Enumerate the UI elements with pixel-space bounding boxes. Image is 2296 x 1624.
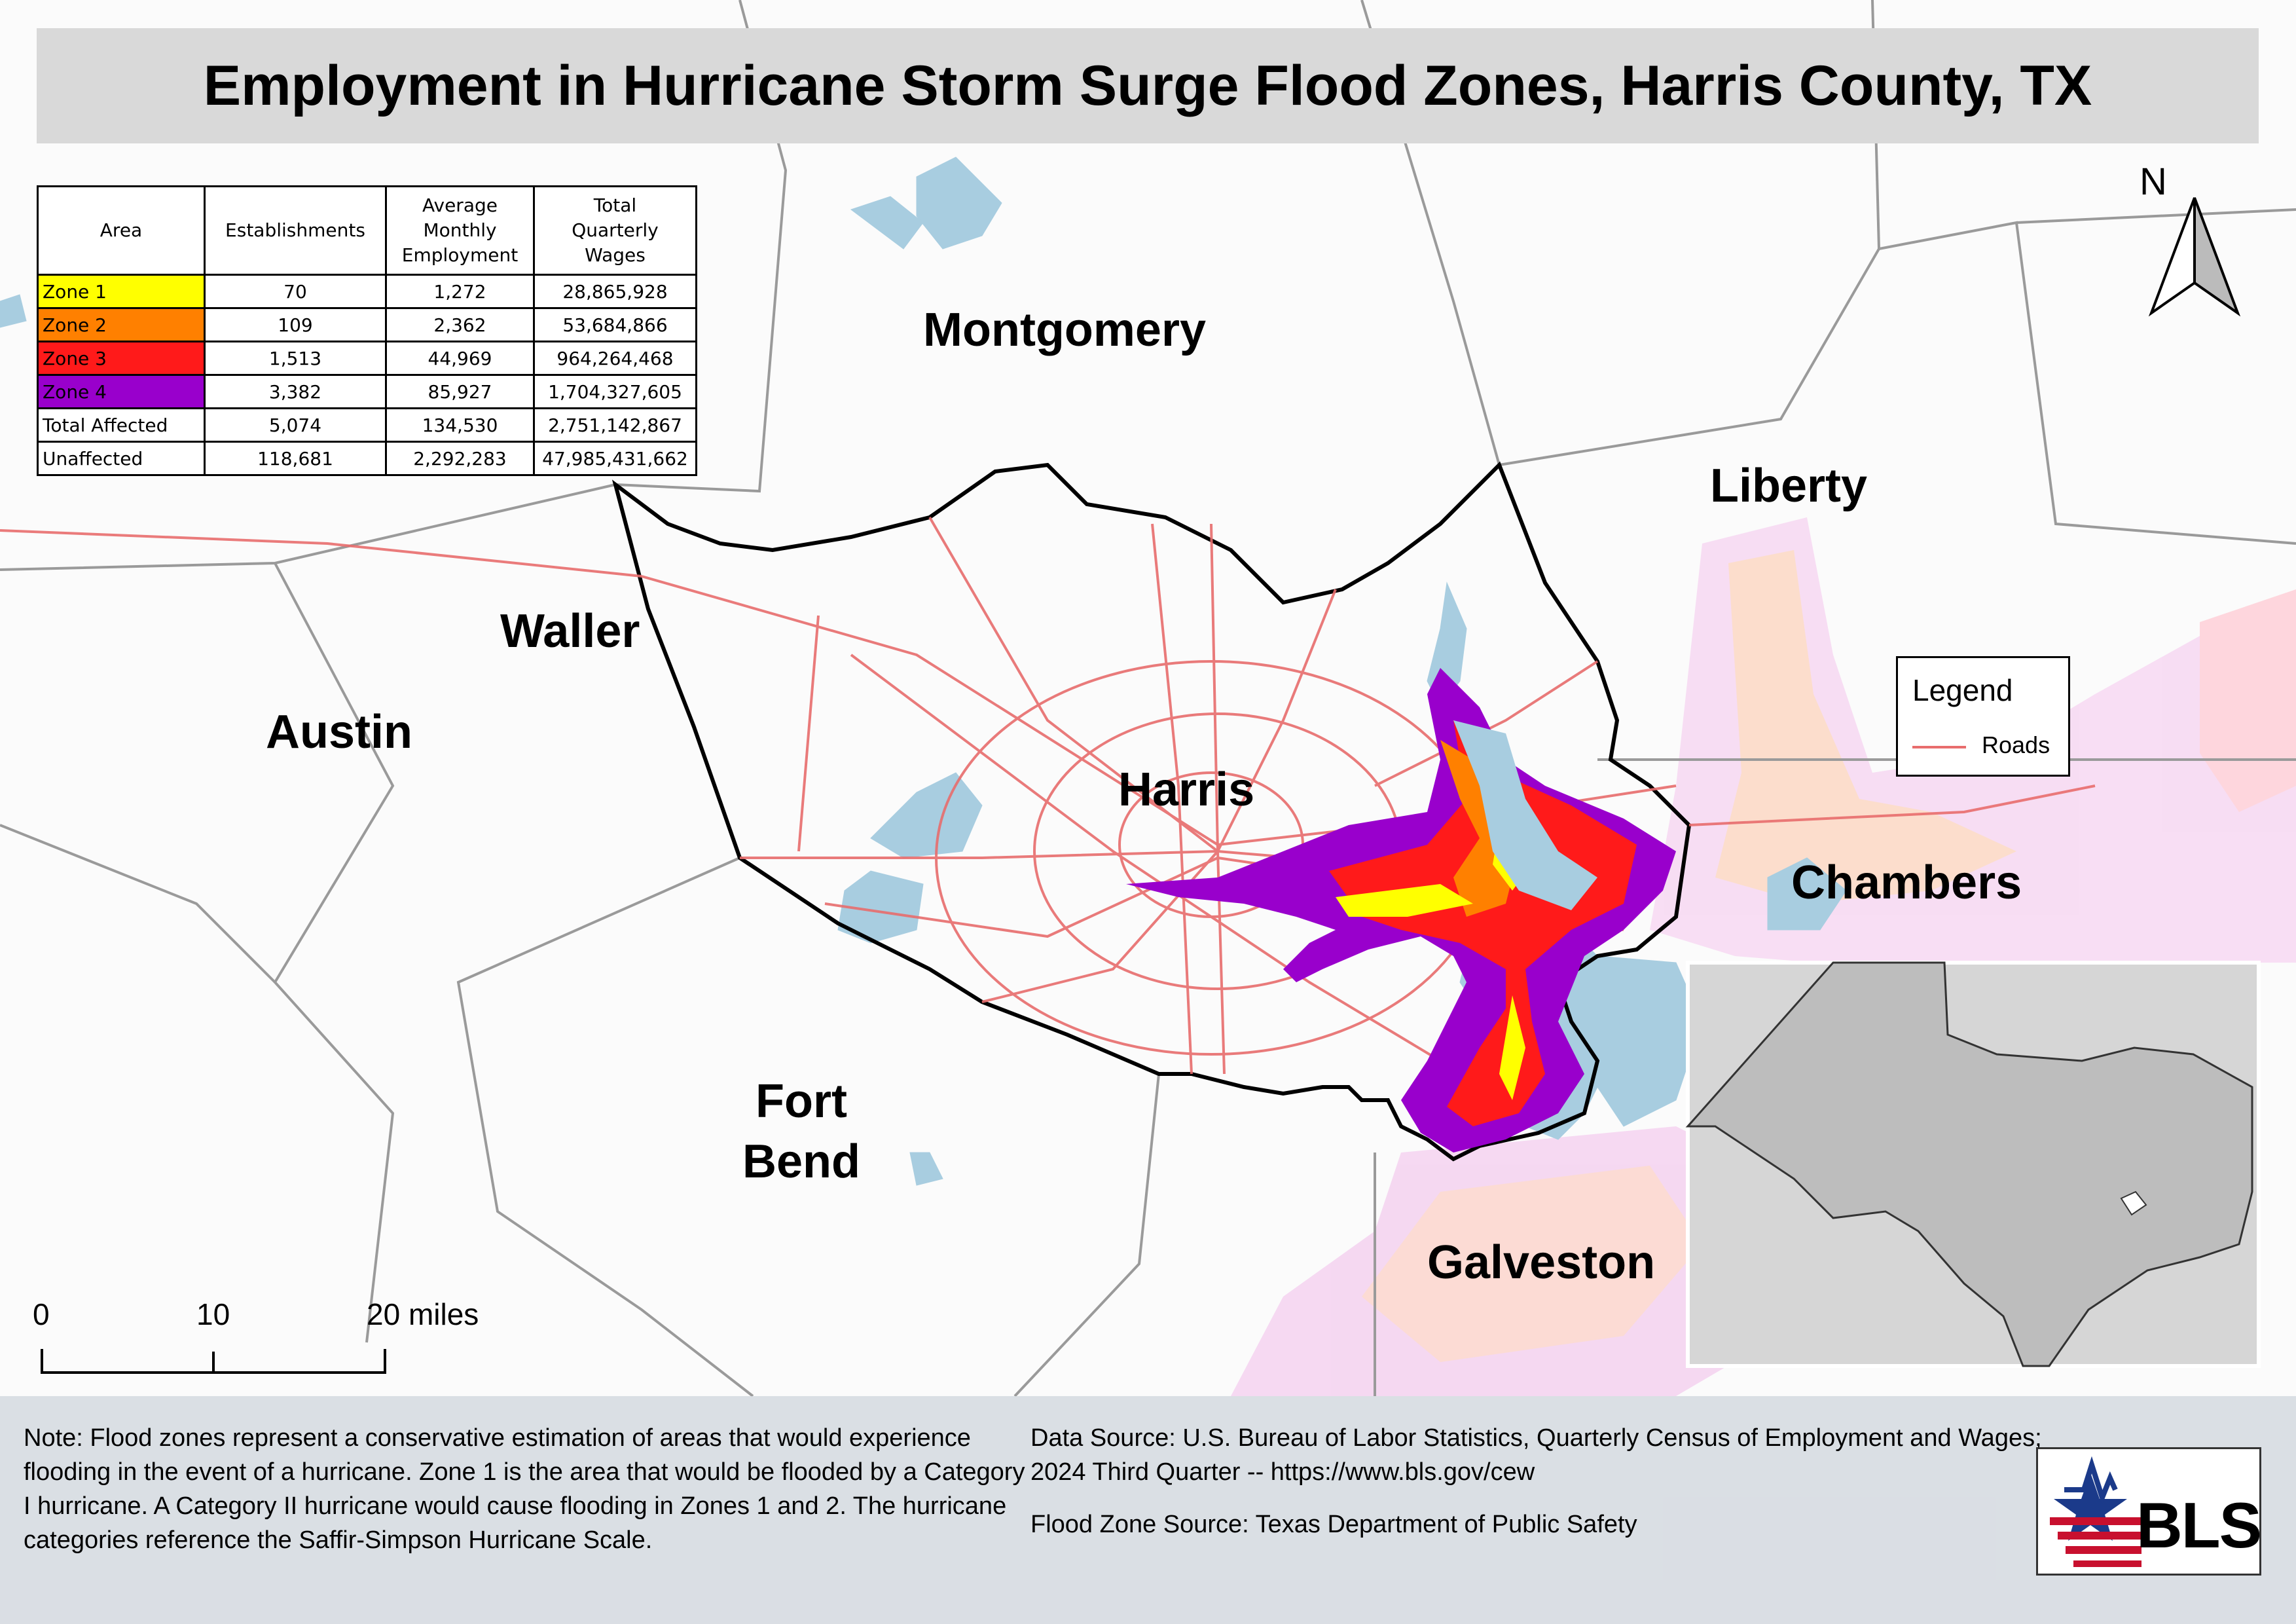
north-label: N bbox=[2140, 160, 2167, 203]
scale-bar bbox=[41, 1349, 386, 1374]
regional-flood-shading bbox=[1231, 517, 2296, 1396]
county-label-fort-bend: Fort Bend bbox=[742, 1075, 860, 1188]
bls-logo: BLS bbox=[2036, 1447, 2262, 1576]
flood-zones bbox=[1126, 668, 1676, 1153]
cell-wages: 964,264,468 bbox=[533, 341, 697, 376]
header-wages: Total Quarterly Wages bbox=[533, 185, 697, 276]
title-band: Employment in Hurricane Storm Surge Floo… bbox=[37, 28, 2259, 143]
cell-establishments: 118,681 bbox=[204, 441, 387, 476]
legend-title: Legend bbox=[1912, 673, 2013, 707]
table-row: Zone 2 109 2,362 53,684,866 bbox=[37, 307, 697, 342]
table-row: Zone 3 1,513 44,969 964,264,468 bbox=[37, 341, 697, 376]
cell-employment: 134,530 bbox=[385, 407, 535, 443]
row-area-zone-3: Zone 3 bbox=[37, 341, 206, 376]
county-label-harris: Harris bbox=[1118, 764, 1255, 816]
cell-wages: 1,704,327,605 bbox=[533, 374, 697, 409]
table-row: Zone 4 3,382 85,927 1,704,327,605 bbox=[37, 374, 697, 409]
cell-wages: 47,985,431,662 bbox=[533, 441, 697, 476]
cell-employment: 1,272 bbox=[385, 274, 535, 309]
row-area-zone-1: Zone 1 bbox=[37, 274, 206, 309]
cell-employment: 44,969 bbox=[385, 341, 535, 376]
cell-wages: 53,684,866 bbox=[533, 307, 697, 342]
cell-employment: 2,292,283 bbox=[385, 441, 535, 476]
star-stripes-icon bbox=[2050, 1456, 2141, 1567]
header-employment: Average Monthly Employment bbox=[385, 185, 535, 276]
map-legend: Legend Roads bbox=[1896, 656, 2070, 777]
county-label-liberty: Liberty bbox=[1710, 460, 1868, 512]
header-establishments: Establishments bbox=[204, 185, 387, 276]
flood-zone-1 bbox=[1336, 753, 1532, 1100]
scale-label-20: 20 miles bbox=[367, 1297, 479, 1331]
row-area-zone-2: Zone 2 bbox=[37, 307, 206, 342]
cell-wages: 28,865,928 bbox=[533, 274, 697, 309]
cell-establishments: 109 bbox=[204, 307, 387, 342]
harris-county-boundary bbox=[611, 461, 1692, 1162]
inset-locator-map bbox=[1685, 961, 2261, 1368]
table-row: Unaffected 118,681 2,292,283 47,985,431,… bbox=[37, 441, 697, 476]
north-arrow-icon bbox=[2148, 197, 2241, 317]
table-header-row: Area Establishments Average Monthly Employ… bbox=[37, 185, 697, 276]
header-area: Area bbox=[37, 185, 206, 276]
legend-roads-swatch bbox=[1912, 746, 1966, 748]
county-label-montgomery: Montgomery bbox=[923, 304, 1206, 356]
cell-employment: 85,927 bbox=[385, 374, 535, 409]
county-label-galveston: Galveston bbox=[1427, 1236, 1656, 1289]
footnote: Note: Flood zones represent a conservati… bbox=[24, 1424, 1025, 1554]
row-area-total-affected: Total Affected bbox=[37, 407, 206, 443]
scale-label-10: 10 bbox=[196, 1297, 230, 1331]
cell-employment: 2,362 bbox=[385, 307, 535, 342]
cell-establishments: 3,382 bbox=[204, 374, 387, 409]
table-row: Total Affected 5,074 134,530 2,751,142,8… bbox=[37, 407, 697, 443]
flood-zone-3 bbox=[1329, 720, 1637, 1126]
county-label-chambers: Chambers bbox=[1791, 857, 2022, 909]
cell-establishments: 1,513 bbox=[204, 341, 387, 376]
data-source: Data Source: U.S. Bureau of Labor Statis… bbox=[1030, 1424, 2042, 1486]
cell-establishments: 70 bbox=[204, 274, 387, 309]
county-label-austin: Austin bbox=[266, 706, 412, 758]
scale-label-0: 0 bbox=[33, 1297, 50, 1331]
legend-roads-label: Roads bbox=[1982, 731, 2050, 758]
bls-logo-text: BLS bbox=[2136, 1489, 2262, 1561]
row-area-zone-4: Zone 4 bbox=[37, 374, 206, 409]
employment-table: Area Establishments Average Monthly Employ… bbox=[37, 185, 697, 476]
row-area-unaffected: Unaffected bbox=[37, 441, 206, 476]
cell-wages: 2,751,142,867 bbox=[533, 407, 697, 443]
footer-band bbox=[0, 1396, 2296, 1624]
cell-establishments: 5,074 bbox=[204, 407, 387, 443]
table-row: Zone 1 70 1,272 28,865,928 bbox=[37, 274, 697, 309]
county-label-waller: Waller bbox=[500, 605, 640, 657]
map-title: Employment in Hurricane Storm Surge Floo… bbox=[203, 54, 2092, 117]
flood-zone-source: Flood Zone Source: Texas Department of P… bbox=[1030, 1511, 1637, 1538]
